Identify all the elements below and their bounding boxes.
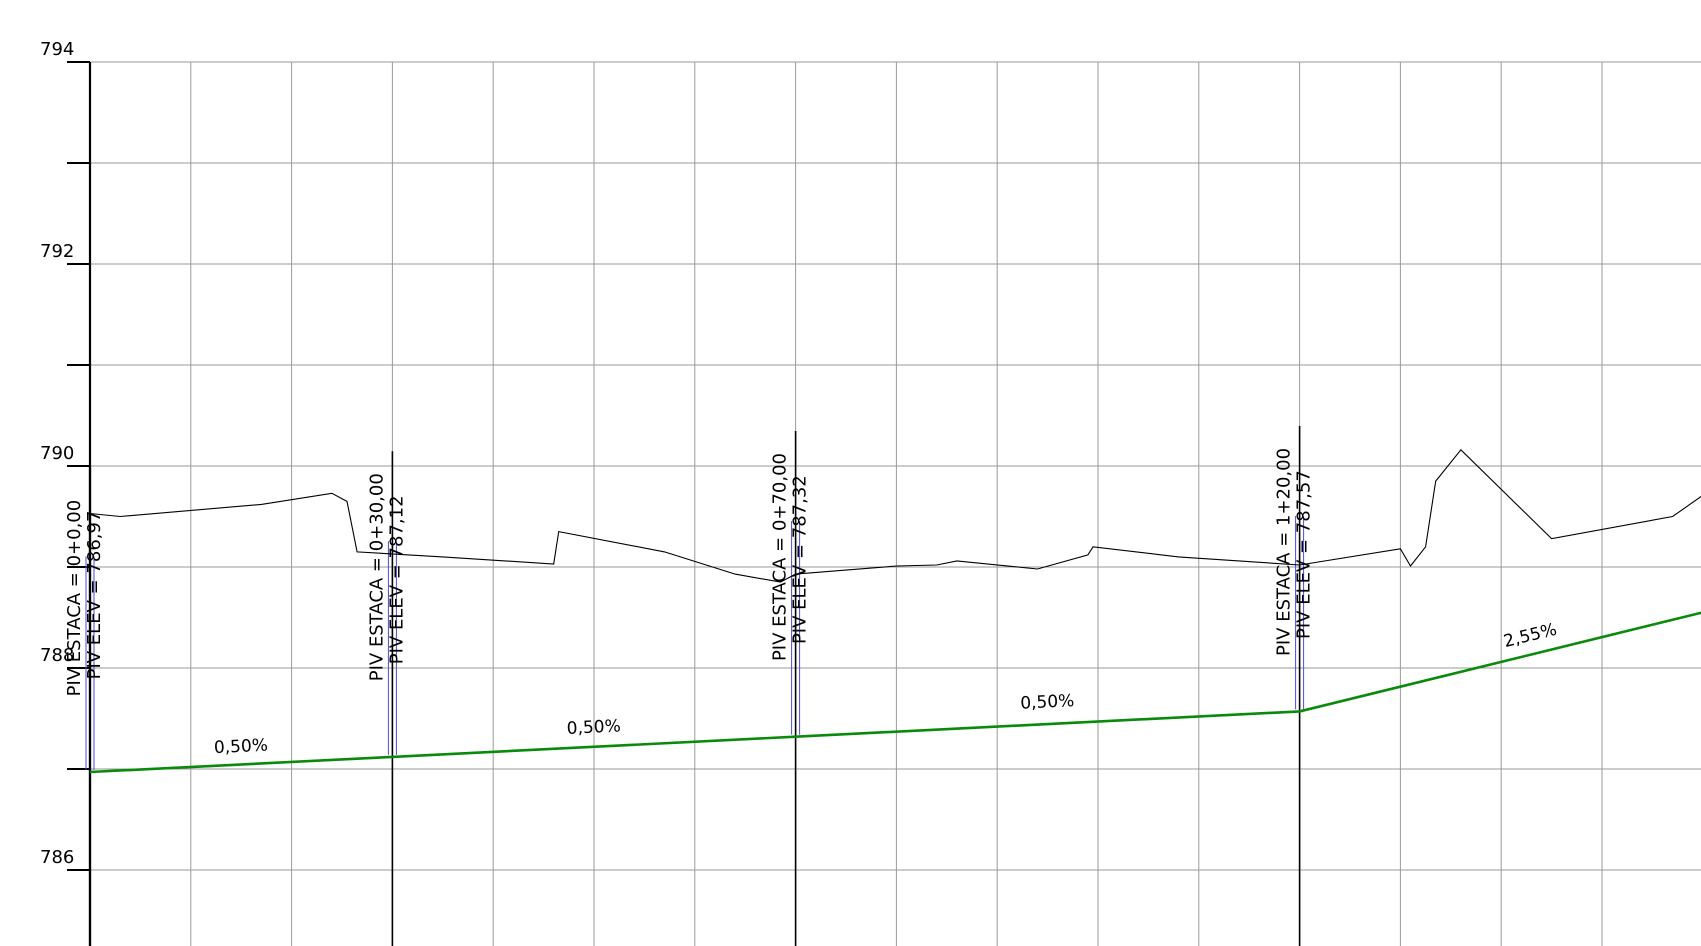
y-tick-label: 788 [40, 645, 74, 666]
grade-polyline [89, 611, 1701, 774]
y-tick-label: 790 [40, 443, 74, 464]
grade-percent-label: 0,50% [1020, 691, 1075, 714]
y-tick-label: 786 [40, 847, 74, 868]
pvi-station-label: PIV ESTACA = 0+0,00 [64, 500, 85, 697]
pvi-elevation-label: PIV ELEV = 786,97 [84, 511, 105, 680]
pvi-elevation-label: PIV ELEV = 787,32 [790, 475, 811, 644]
terrain-profile [89, 448, 1701, 583]
grid [90, 61, 1701, 946]
grade-percent-label: 0,50% [213, 735, 268, 758]
y-tick-label: 792 [40, 241, 74, 262]
pvi-station-label: PIV ESTACA = 0+30,00 [366, 473, 387, 681]
y-tick-label: 794 [40, 39, 74, 60]
pvi-elevation-label: PIV ELEV = 787,57 [1294, 470, 1315, 639]
grade-line [89, 611, 1701, 774]
pvi-station-lines [85, 426, 1305, 946]
grade-percent-label: 2,55% [1502, 620, 1559, 652]
pvi-elevation-label: PIV ELEV = 787,12 [386, 495, 407, 664]
pvi-station-label: PIV ESTACA = 1+20,00 [1274, 448, 1295, 656]
grade-percent-label: 0,50% [566, 716, 621, 739]
terrain-line [89, 448, 1701, 583]
pvi-station-label: PIV ESTACA = 0+70,00 [770, 453, 791, 661]
